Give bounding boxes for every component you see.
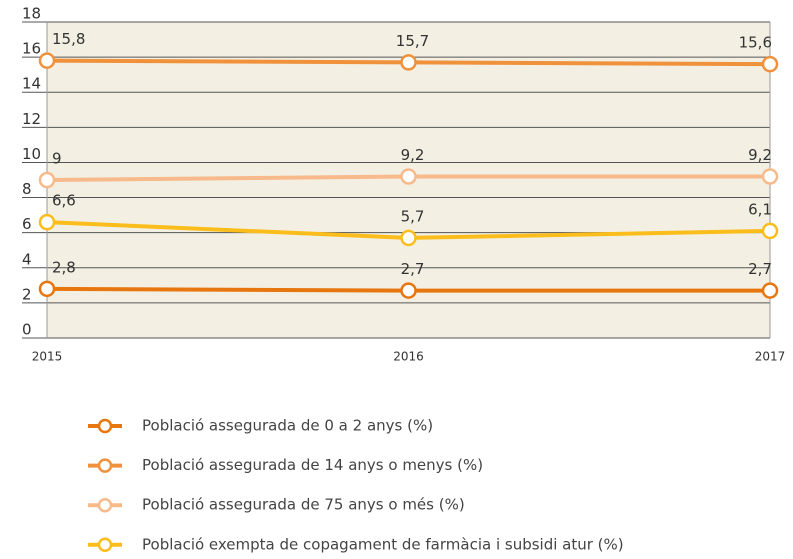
y-tick-label: 4 (22, 250, 32, 268)
data-label: 6,6 (52, 192, 76, 210)
legend-label: Població assegurada de 14 anys o menys (… (142, 456, 483, 474)
point (761, 55, 779, 73)
legend-label: Població exempta de copagament de farmàc… (142, 535, 624, 553)
data-label: 9,2 (401, 146, 425, 164)
x-tick-label: 2015 (32, 350, 63, 364)
point (400, 168, 417, 185)
point (400, 229, 417, 247)
point (761, 168, 779, 185)
data-label: 2,7 (401, 260, 425, 278)
x-tick-label: 2017 (755, 350, 786, 364)
y-tick-label: 16 (22, 40, 41, 58)
data-label: 9 (52, 150, 62, 168)
point (400, 54, 417, 71)
data-label: 15,8 (52, 30, 85, 48)
legend-marker (97, 458, 113, 473)
data-label: 15,6 (739, 34, 772, 52)
legend-label: Població assegurada de 0 a 2 anys (%) (142, 417, 433, 435)
point (400, 282, 417, 299)
data-label: 9,2 (748, 146, 772, 164)
point (38, 171, 56, 189)
y-tick-label: 8 (22, 180, 32, 198)
data-label: 2,8 (52, 258, 76, 276)
point (38, 52, 56, 69)
y-tick-label: 12 (22, 110, 41, 128)
y-tick-label: 10 (22, 145, 41, 163)
legend-marker (97, 497, 113, 513)
point (761, 282, 779, 299)
data-label: 2,7 (748, 260, 772, 278)
y-tick-label: 18 (22, 5, 41, 23)
point (38, 280, 56, 298)
data-label: 15,7 (396, 32, 429, 50)
y-tick-label: 6 (22, 215, 32, 233)
y-tick-label: 14 (22, 75, 41, 93)
y-tick-label: 2 (22, 285, 32, 303)
x-tick-label: 2016 (393, 350, 424, 364)
point (38, 213, 56, 231)
point (761, 222, 779, 240)
data-label: 6,1 (748, 200, 772, 218)
data-label: 5,7 (401, 207, 425, 225)
legend-marker (97, 537, 113, 553)
y-tick-label: 0 (22, 321, 32, 339)
legend-marker (97, 418, 113, 434)
legend-label: Població assegurada de 75 anys o més (%) (142, 496, 465, 514)
